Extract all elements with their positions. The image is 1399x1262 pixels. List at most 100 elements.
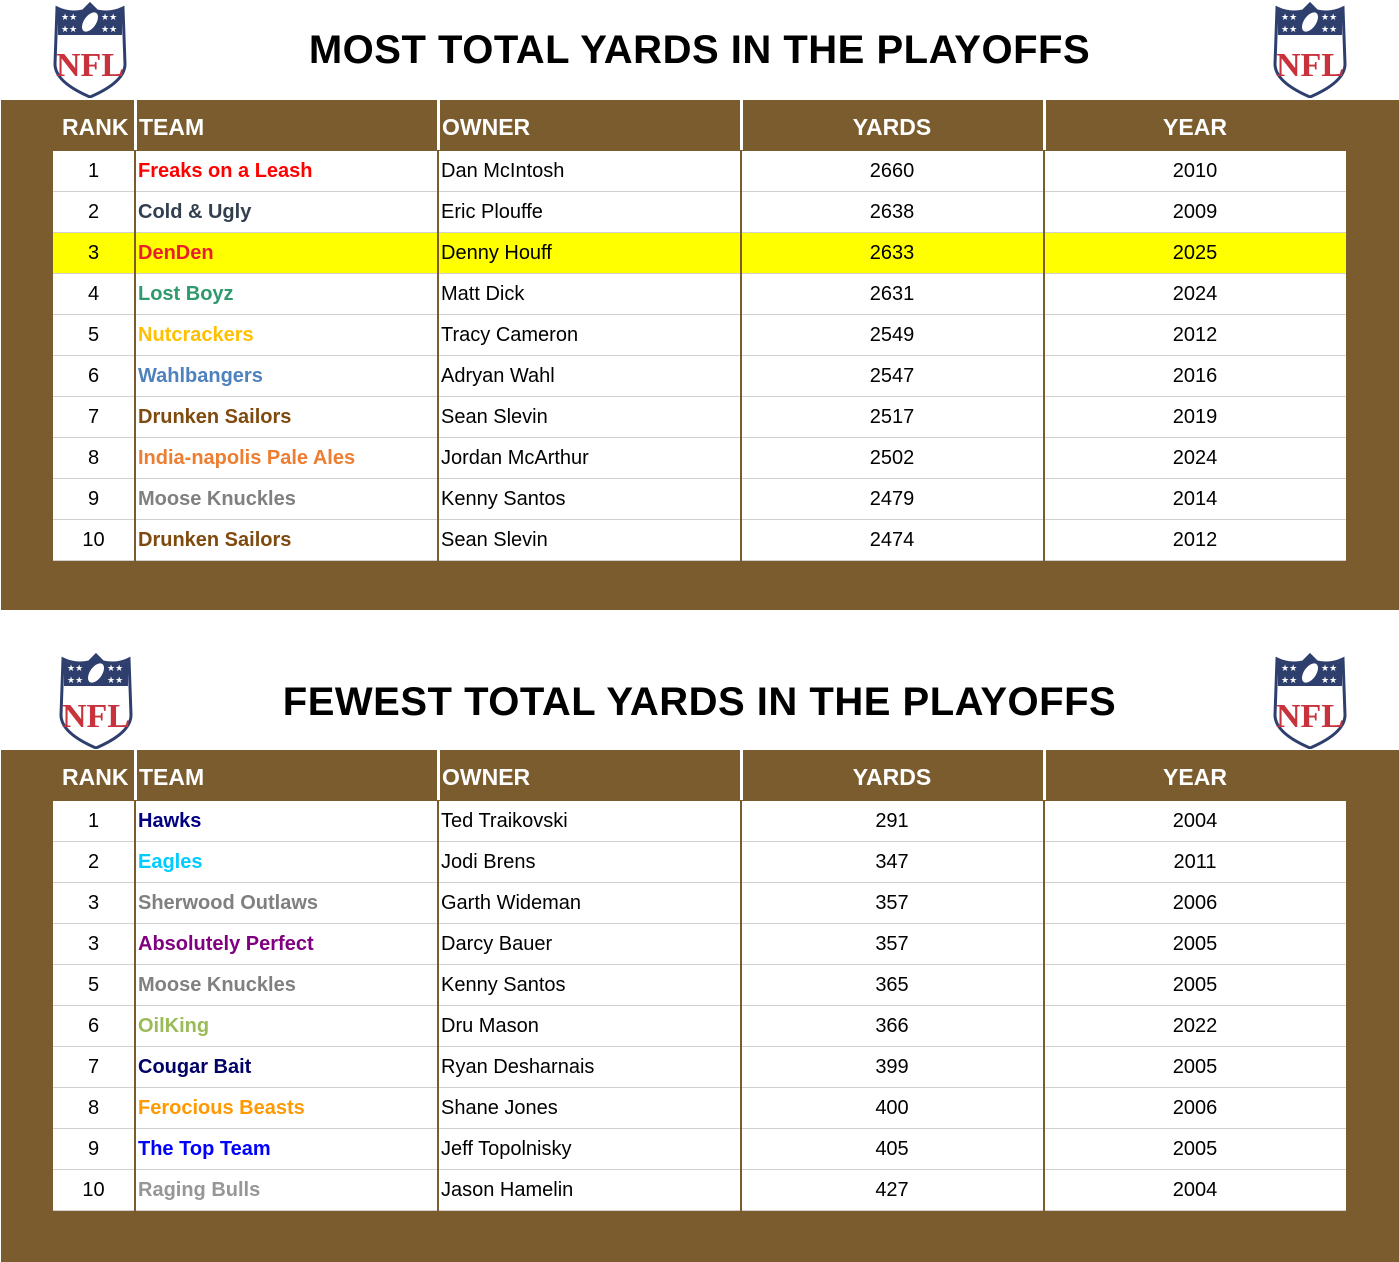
year-cell: 2016 xyxy=(1172,365,1218,387)
table-row[interactable]: 9 Moose Knuckles Kenny Santos 2479 2014 xyxy=(53,479,1346,520)
table-row[interactable]: 7 Drunken Sailors Sean Slevin 2517 2019 xyxy=(53,397,1346,438)
team-cell: Lost Boyz xyxy=(138,283,234,305)
team-cell: India-napolis Pale Ales xyxy=(138,447,356,469)
table-row[interactable]: 3 Sherwood Outlaws Garth Wideman 357 200… xyxy=(53,883,1346,924)
yards-cell: 2474 xyxy=(869,529,915,551)
table-row[interactable]: 3 Absolutely Perfect Darcy Bauer 357 200… xyxy=(53,924,1346,965)
year-cell: 2006 xyxy=(1172,892,1218,914)
table-row[interactable]: 5 Nutcrackers Tracy Cameron 2549 2012 xyxy=(53,315,1346,356)
yards-cell: 347 xyxy=(875,851,909,873)
column-header[interactable]: RANK xyxy=(62,114,129,140)
owner-cell: Jeff Topolnisky xyxy=(441,1138,572,1160)
table-row[interactable]: 1 Freaks on a Leash Dan McIntosh 2660 20… xyxy=(53,151,1346,192)
svg-text:★★: ★★ xyxy=(61,25,77,35)
svg-text:★★: ★★ xyxy=(101,25,117,35)
most-yards-section: ★★ ★★ ★★ ★★ NFL MOST TOTAL YARDS IN THE PLAY… xyxy=(0,0,1399,610)
svg-text:★★: ★★ xyxy=(1281,664,1297,674)
owner-cell: Darcy Bauer xyxy=(441,933,553,955)
nfl-logo-icon: ★★ ★★ ★★ ★★ NFL xyxy=(53,1,127,99)
year-cell: 2004 xyxy=(1172,1179,1218,1201)
svg-text:★★: ★★ xyxy=(1281,25,1297,35)
table-row[interactable]: 6 OilKing Dru Mason 366 2022 xyxy=(53,1006,1346,1047)
header-divider xyxy=(740,750,743,800)
column-header[interactable]: YEAR xyxy=(1163,114,1227,140)
yards-cell: 2638 xyxy=(869,201,915,223)
owner-cell: Jason Hamelin xyxy=(441,1179,574,1201)
table-row[interactable]: 4 Lost Boyz Matt Dick 2631 2024 xyxy=(53,274,1346,315)
table-title: MOST TOTAL YARDS IN THE PLAYOFFS xyxy=(308,28,1091,72)
svg-text:★★: ★★ xyxy=(1281,676,1297,686)
year-cell: 2014 xyxy=(1172,488,1218,510)
rank-cell: 9 xyxy=(87,1138,100,1160)
svg-text:★★: ★★ xyxy=(1281,13,1297,23)
year-cell: 2005 xyxy=(1172,1056,1218,1078)
year-cell: 2019 xyxy=(1172,406,1218,428)
column-header[interactable]: YARDS xyxy=(852,764,932,790)
column-header[interactable]: YEAR xyxy=(1163,764,1227,790)
column-divider xyxy=(437,801,439,1211)
rank-cell: 5 xyxy=(87,974,100,996)
table-row[interactable]: 6 Wahlbangers Adryan Wahl 2547 2016 xyxy=(53,356,1346,397)
table-row[interactable]: 9 The Top Team Jeff Topolnisky 405 2005 xyxy=(53,1129,1346,1170)
year-cell: 2005 xyxy=(1172,933,1218,955)
svg-text:★★: ★★ xyxy=(107,676,123,686)
table-row[interactable]: 10 Drunken Sailors Sean Slevin 2474 2012 xyxy=(53,520,1346,561)
yards-cell: 2547 xyxy=(869,365,915,387)
owner-cell: Ted Traikovski xyxy=(441,810,568,832)
team-cell: Absolutely Perfect xyxy=(138,933,314,955)
team-cell: Cold & Ugly xyxy=(138,201,252,223)
table-frame: RANK TEAM OWNER YARDS YEAR 1 Freaks on a Lea… xyxy=(1,100,1399,610)
owner-cell: Jodi Brens xyxy=(441,851,536,873)
table-row[interactable]: 2 Eagles Jodi Brens 347 2011 xyxy=(53,842,1346,883)
table-row[interactable]: 1 Hawks Ted Traikovski 291 2004 xyxy=(53,801,1346,842)
team-cell: Ferocious Beasts xyxy=(138,1097,305,1119)
year-cell: 2024 xyxy=(1172,283,1218,305)
svg-text:★★: ★★ xyxy=(1321,25,1337,35)
title-bar: ★★ ★★ ★★ ★★ NFL MOST TOTAL YARDS IN THE PLAY… xyxy=(0,0,1399,100)
rank-cell: 2 xyxy=(87,851,100,873)
table-frame: RANK TEAM OWNER YARDS YEAR 1 Hawks Ted Traik… xyxy=(1,750,1399,1262)
rank-cell: 3 xyxy=(87,933,100,955)
team-cell: Nutcrackers xyxy=(138,324,254,346)
team-cell: Moose Knuckles xyxy=(138,488,296,510)
rank-cell: 7 xyxy=(87,1056,100,1078)
title-bar: ★★ ★★ ★★ ★★ NFL FEWEST TOTAL YARDS IN THE PL… xyxy=(0,610,1399,750)
yards-cell: 357 xyxy=(875,892,909,914)
team-cell: Raging Bulls xyxy=(138,1179,261,1201)
rank-cell: 3 xyxy=(87,242,100,264)
column-divider xyxy=(134,801,136,1211)
table-row[interactable]: 3 DenDen Denny Houff 2633 2025 xyxy=(53,233,1346,274)
team-cell: OilKing xyxy=(138,1015,210,1037)
yards-cell: 405 xyxy=(875,1138,909,1160)
table-row[interactable]: 2 Cold & Ugly Eric Plouffe 2638 2009 xyxy=(53,192,1346,233)
table-row[interactable]: 7 Cougar Bait Ryan Desharnais 399 2005 xyxy=(53,1047,1346,1088)
yards-cell: 400 xyxy=(875,1097,909,1119)
rank-cell: 4 xyxy=(87,283,100,305)
year-cell: 2010 xyxy=(1172,160,1218,182)
year-cell: 2006 xyxy=(1172,1097,1218,1119)
fewest-yards-section: ★★ ★★ ★★ ★★ NFL FEWEST TOTAL YARDS IN THE PL… xyxy=(0,610,1399,1262)
svg-text:★★: ★★ xyxy=(67,664,83,674)
table-body: 1 Freaks on a Leash Dan McIntosh 2660 20… xyxy=(53,151,1346,561)
yards-cell: 2517 xyxy=(869,406,915,428)
table-row[interactable]: 8 India-napolis Pale Ales Jordan McArthu… xyxy=(53,438,1346,479)
column-header[interactable]: RANK xyxy=(62,764,129,790)
svg-text:NFL: NFL xyxy=(1276,698,1344,735)
yards-cell: 2549 xyxy=(869,324,915,346)
table-row[interactable]: 5 Moose Knuckles Kenny Santos 365 2005 xyxy=(53,965,1346,1006)
year-cell: 2004 xyxy=(1172,810,1218,832)
year-cell: 2012 xyxy=(1172,324,1218,346)
table-row[interactable]: 8 Ferocious Beasts Shane Jones 400 2006 xyxy=(53,1088,1346,1129)
owner-cell: Kenny Santos xyxy=(441,974,566,996)
table-row[interactable]: 10 Raging Bulls Jason Hamelin 427 2004 xyxy=(53,1170,1346,1211)
yards-cell: 2633 xyxy=(869,242,915,264)
team-cell: Hawks xyxy=(138,810,202,832)
column-header[interactable]: YARDS xyxy=(852,114,932,140)
rank-cell: 10 xyxy=(82,1179,105,1201)
header-divider xyxy=(1043,100,1046,150)
column-header[interactable]: OWNER xyxy=(442,114,531,140)
column-header[interactable]: TEAM xyxy=(139,114,205,140)
column-header[interactable]: OWNER xyxy=(442,764,531,790)
owner-cell: Adryan Wahl xyxy=(441,365,555,387)
column-header[interactable]: TEAM xyxy=(139,764,205,790)
